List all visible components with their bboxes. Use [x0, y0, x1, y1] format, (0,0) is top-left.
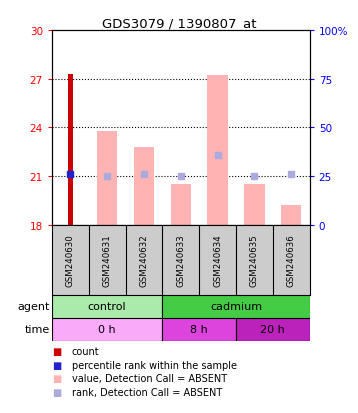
Text: 20 h: 20 h — [261, 324, 285, 335]
Text: GSM240632: GSM240632 — [140, 234, 149, 287]
Bar — [52, 318, 163, 341]
Bar — [134, 147, 154, 225]
Text: GSM240635: GSM240635 — [250, 234, 259, 287]
Text: ■: ■ — [52, 387, 61, 397]
Text: GSM240631: GSM240631 — [103, 234, 112, 287]
Bar — [163, 295, 310, 318]
Text: GDS3079 / 1390807_at: GDS3079 / 1390807_at — [102, 17, 256, 29]
Bar — [163, 318, 236, 341]
Bar — [236, 318, 310, 341]
Text: GSM240636: GSM240636 — [287, 234, 296, 287]
Text: GSM240630: GSM240630 — [66, 234, 75, 287]
Bar — [52, 295, 163, 318]
Text: 0 h: 0 h — [98, 324, 116, 335]
Bar — [171, 185, 191, 225]
Text: ■: ■ — [52, 373, 61, 383]
Text: percentile rank within the sample: percentile rank within the sample — [72, 360, 237, 370]
Bar — [208, 76, 228, 225]
Bar — [281, 206, 301, 225]
Bar — [68, 75, 73, 225]
Text: agent: agent — [18, 301, 50, 312]
Text: cadmium: cadmium — [210, 301, 262, 312]
Text: ■: ■ — [52, 346, 61, 356]
Text: value, Detection Call = ABSENT: value, Detection Call = ABSENT — [72, 373, 227, 383]
Bar — [97, 131, 117, 225]
Text: time: time — [25, 324, 50, 335]
Text: GSM240633: GSM240633 — [176, 234, 185, 287]
Text: 8 h: 8 h — [190, 324, 208, 335]
Bar — [244, 185, 265, 225]
Text: control: control — [88, 301, 126, 312]
Text: count: count — [72, 346, 99, 356]
Text: ■: ■ — [52, 360, 61, 370]
Text: GSM240634: GSM240634 — [213, 234, 222, 287]
Text: rank, Detection Call = ABSENT: rank, Detection Call = ABSENT — [72, 387, 222, 397]
